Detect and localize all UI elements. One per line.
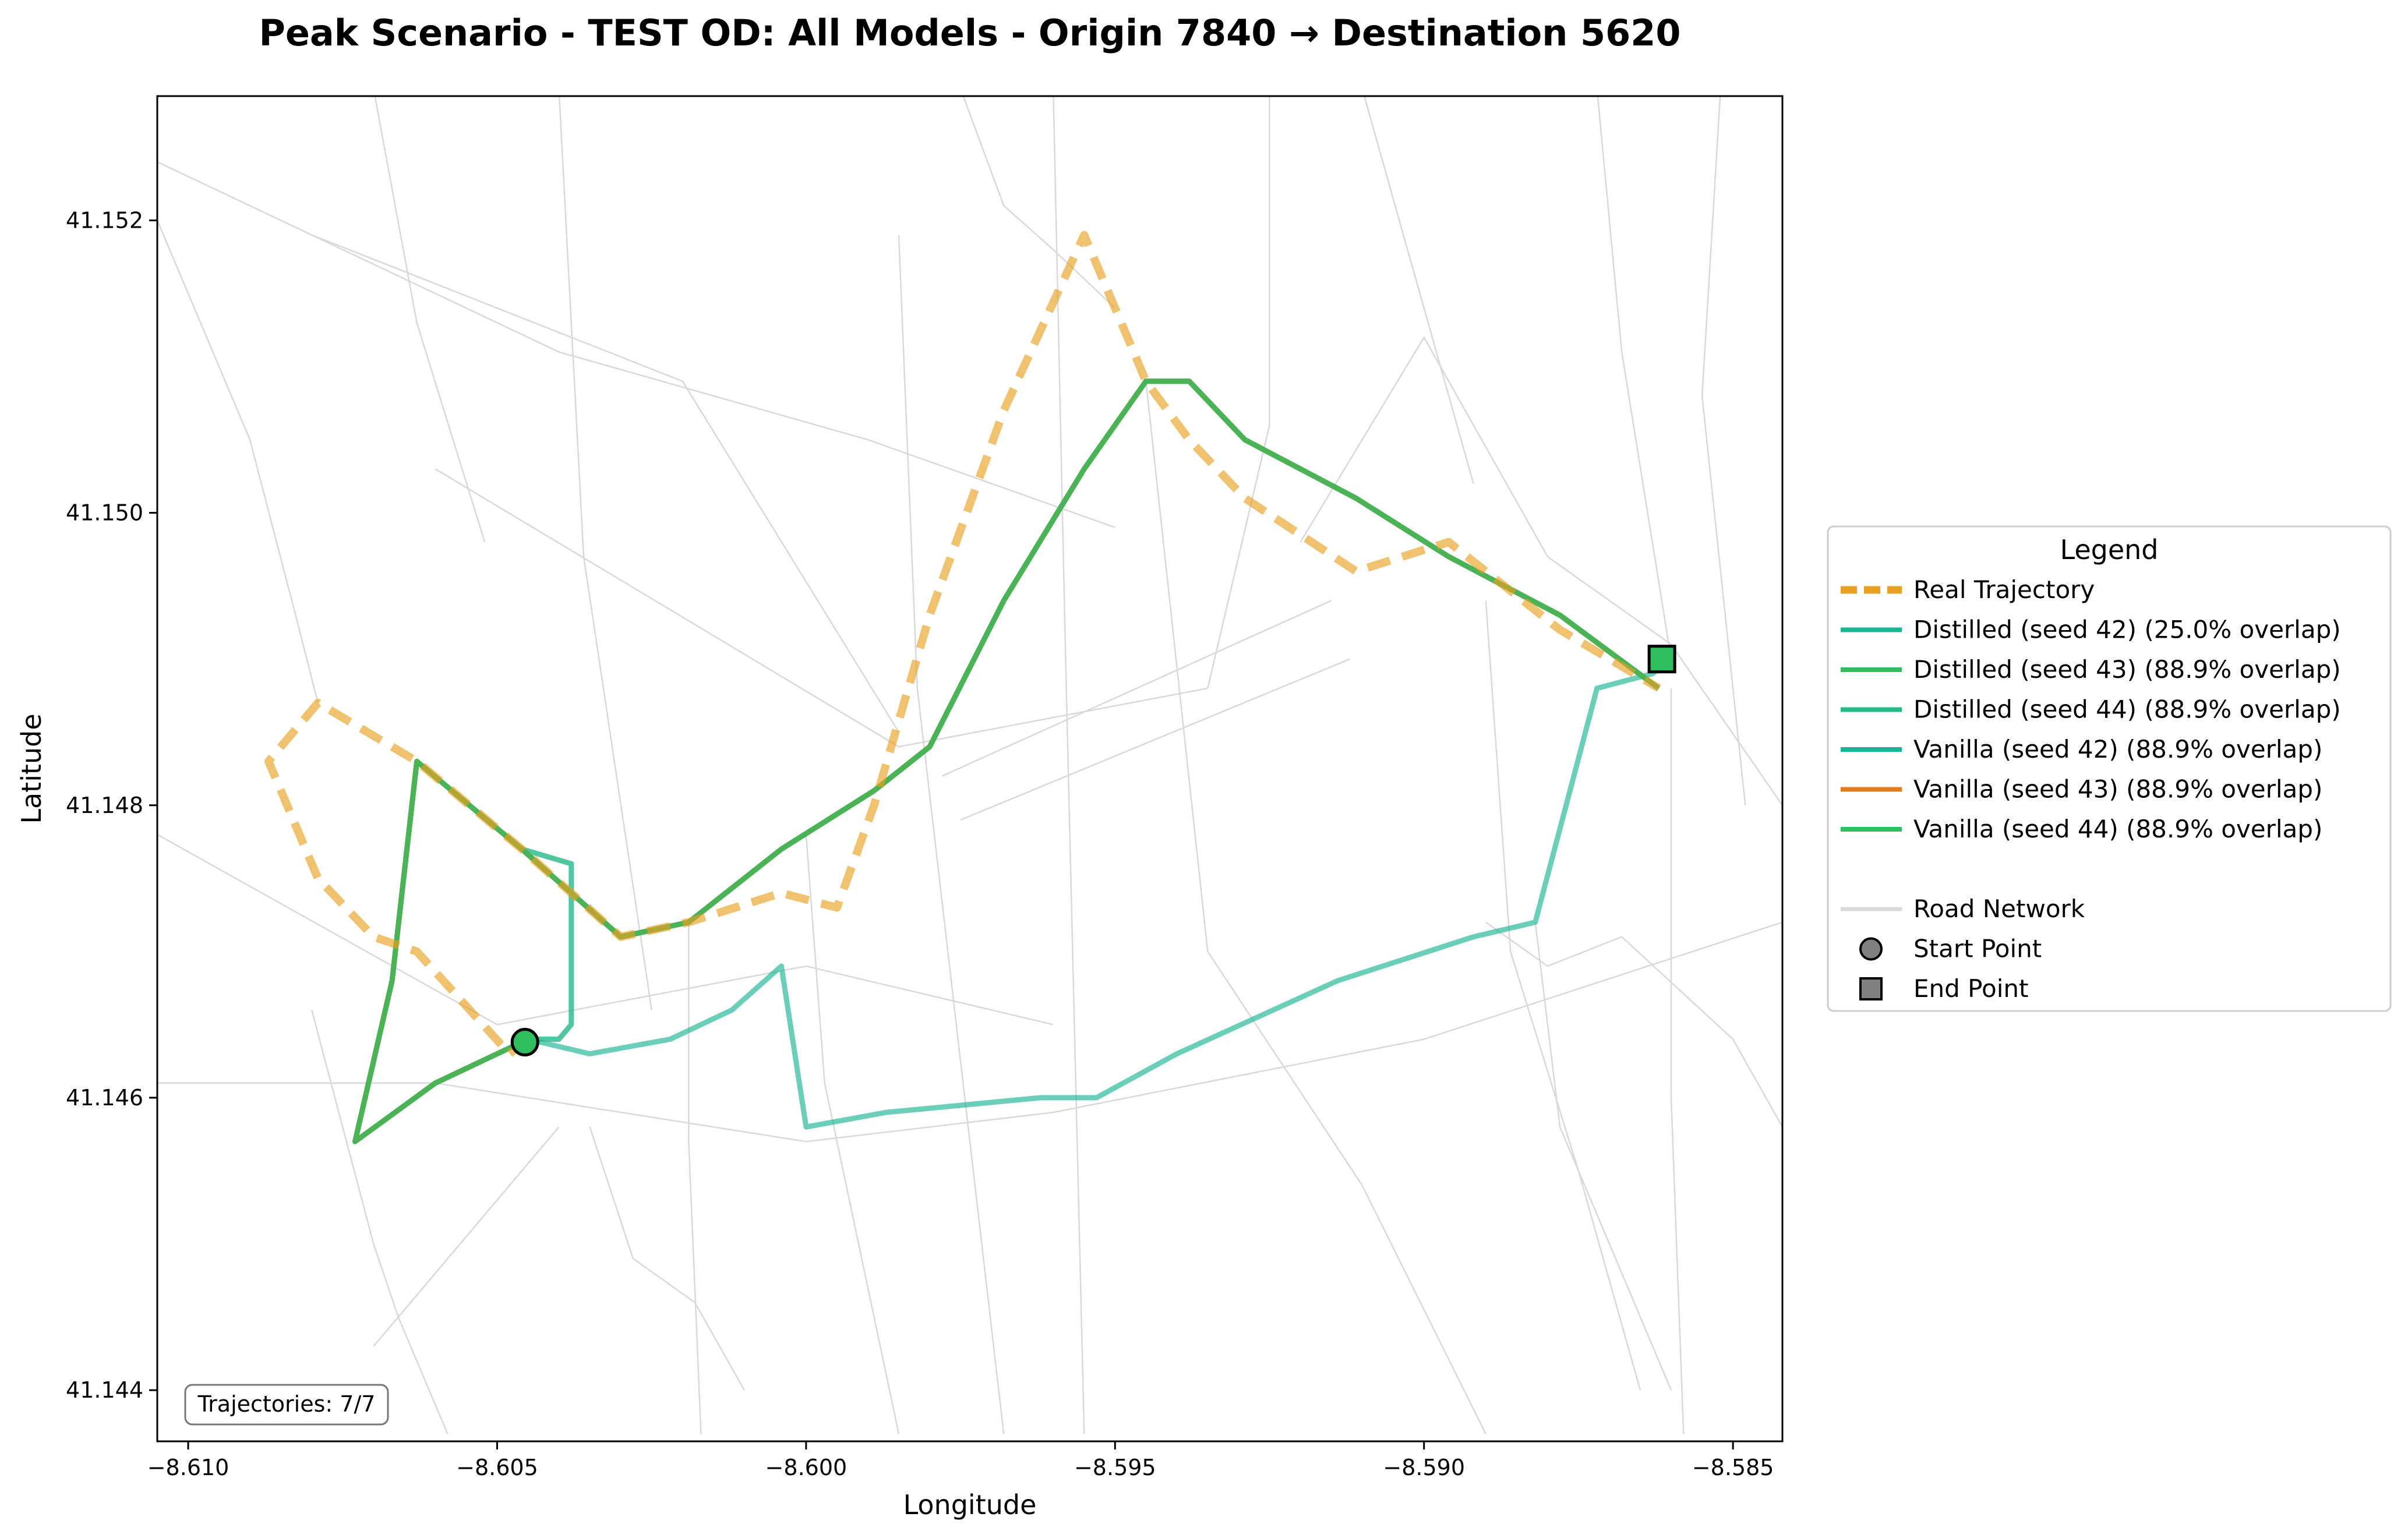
x-tick-label-2: −8.600 (765, 1455, 848, 1480)
road-segment-18 (1701, 96, 1746, 805)
legend-frame (1827, 525, 2392, 1012)
legend-label-3: Distilled (seed 44) (88.9% overlap) (1913, 695, 2341, 724)
x-tick-label-3: −8.595 (1074, 1455, 1156, 1480)
start-point-marker (510, 1028, 539, 1057)
road-segment-1 (157, 833, 1054, 1026)
legend-extra-label-2: End Point (1913, 974, 2028, 1003)
legend-label-6: Vanilla (seed 44) (88.9% overlap) (1913, 815, 2322, 843)
road-segment-26 (962, 96, 1116, 309)
trajectory-count-text: Trajectories: 7/7 (197, 1391, 376, 1417)
road-segment-11 (898, 235, 1005, 1434)
legend-extra-label-0: Road Network (1913, 894, 2085, 923)
road-segment-22 (310, 1009, 449, 1434)
x-axis-ticks: −8.610 −8.605 −8.600 −8.595 −8.590 −8.585 (147, 1441, 1774, 1480)
road-segment-7 (374, 96, 486, 543)
legend-label-5: Vanilla (seed 43) (88.9% overlap) (1913, 775, 2322, 804)
road-segment-25 (589, 1126, 745, 1391)
road-segment-3 (157, 161, 1115, 528)
legend-label-2: Distilled (seed 43) (88.9% overlap) (1913, 655, 2341, 684)
road-segment-0 (157, 921, 1782, 1143)
road-segment-17 (1670, 688, 1685, 1434)
legend-label-4: Vanilla (seed 42) (88.9% overlap) (1913, 735, 2322, 763)
road-segment-16 (1597, 96, 1672, 659)
y-tick-label-3: 41.150 (66, 500, 143, 526)
x-tick-label-5: −8.585 (1692, 1455, 1774, 1480)
trajectory-series (264, 231, 1673, 1144)
road-segment-2 (311, 234, 900, 733)
series-line-1 (527, 657, 1673, 1130)
road-segment-20 (1485, 921, 1782, 1127)
y-axis-label: Latitude (16, 713, 47, 823)
legend-label-0: Real Trajectory (1913, 575, 2095, 604)
road-segment-24 (373, 1126, 560, 1347)
y-tick-label-2: 41.148 (66, 793, 143, 818)
legend-label-1: Distilled (seed 42) (25.0% overlap) (1913, 616, 2341, 644)
legend-end-swatch (1859, 977, 1883, 1000)
road-segment-19 (1300, 335, 1782, 806)
road-segment-13 (1145, 381, 1487, 1434)
x-tick-label-0: −8.610 (147, 1455, 229, 1480)
road-segment-12 (1053, 96, 1085, 1434)
road-segment-9 (688, 922, 702, 1434)
road-segment-10 (805, 834, 900, 1434)
legend-start-swatch (1859, 937, 1883, 961)
x-axis-label: Longitude (903, 1489, 1037, 1521)
plot-frame (156, 95, 1784, 1442)
chart-title: Peak Scenario - TEST OD: All Models - Or… (259, 12, 1680, 54)
road-network (157, 96, 1782, 1434)
road-segment-14 (1363, 96, 1474, 484)
legend-title: Legend (2060, 534, 2159, 565)
od-markers (510, 645, 1676, 1057)
y-tick-label-1: 41.146 (66, 1085, 143, 1111)
end-point-marker (1647, 645, 1676, 674)
legend: Legend Real Trajectory Distilled (seed 42… (1827, 525, 2392, 1012)
road-segment-23 (157, 220, 319, 703)
legend-items: Real Trajectory Distilled (seed 42) (25.0… (1841, 575, 2341, 1003)
road-segment-4 (435, 468, 1208, 748)
road-segment-27 (1207, 96, 1270, 689)
y-tick-label-4: 41.152 (66, 207, 143, 233)
y-tick-label-0: 41.144 (66, 1377, 143, 1403)
road-segment-21 (1534, 922, 1672, 1391)
y-axis-ticks: 41.144 41.146 41.148 41.150 41.152 (66, 207, 157, 1403)
trajectory-count-annotation: Trajectories: 7/7 (184, 1384, 389, 1426)
x-tick-label-1: −8.605 (456, 1455, 538, 1480)
legend-extra-label-1: Start Point (1913, 935, 2042, 963)
series-line-0 (264, 231, 1661, 1058)
road-segment-8 (558, 96, 652, 1010)
road-segment-6 (960, 658, 1350, 821)
x-tick-label-4: −8.590 (1383, 1455, 1465, 1480)
road-segment-15 (1485, 600, 1641, 1391)
road-segment-5 (941, 600, 1332, 777)
